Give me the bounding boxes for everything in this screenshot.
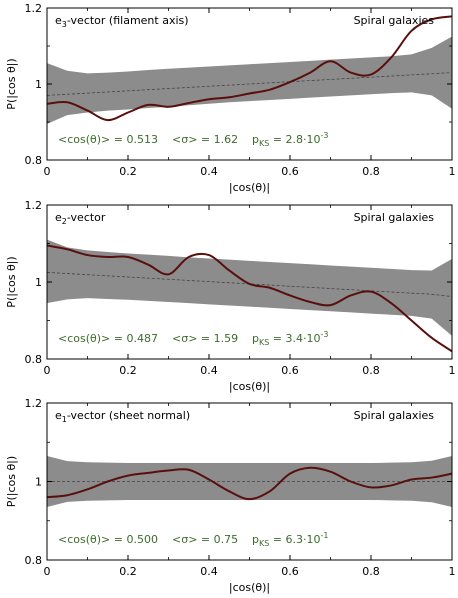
error-band bbox=[47, 36, 452, 124]
x-tick-label: 0.8 bbox=[362, 565, 380, 578]
stat-mean-cos: <cos(θ)> = 0.487 bbox=[58, 332, 158, 345]
y-tick-label: 0.8 bbox=[25, 154, 43, 167]
distribution-curve bbox=[47, 15, 452, 122]
y-tick-label: 1.2 bbox=[25, 397, 43, 410]
x-tick-label: 0.6 bbox=[281, 565, 299, 578]
x-tick-label: 0.8 bbox=[362, 165, 380, 178]
panel-2: 0 0.2 0.4 0.6 0.8 1 0.8 1 1.2 |cos(θ)| P(|cos θ|) e… bbox=[5, 199, 456, 393]
vector-label: e1-vector (sheet normal) bbox=[55, 409, 190, 424]
error-band bbox=[47, 239, 452, 336]
y-axis-label: P(|cos θ|) bbox=[5, 456, 18, 507]
x-tick-label: 0.6 bbox=[281, 165, 299, 178]
stat-mean-cos: <cos(θ)> = 0.513 bbox=[58, 133, 158, 146]
y-axis-label: P(|cos θ|) bbox=[5, 58, 18, 109]
vector-label: e3-vector (filament axis) bbox=[55, 14, 189, 29]
stat-sigma: <σ> = 0.75 bbox=[172, 533, 238, 546]
distribution-curve bbox=[47, 244, 452, 353]
x-tick-label: 1 bbox=[449, 364, 456, 377]
stat-sigma: <σ> = 1.62 bbox=[172, 133, 238, 146]
stat-p-ks: pKS = 2.8·10-3 bbox=[252, 131, 329, 148]
x-tick-label: 0.6 bbox=[281, 364, 299, 377]
panel-1: 0 0.2 0.4 0.6 0.8 1 0.8 1 1.2 |cos(θ)| P(|cos θ|) e… bbox=[5, 2, 456, 194]
x-axis-label: |cos(θ)| bbox=[229, 581, 270, 594]
y-tick-label: 1 bbox=[35, 78, 42, 91]
y-tick-label: 1.2 bbox=[25, 2, 43, 15]
y-tick-label: 1 bbox=[35, 476, 42, 489]
x-tick-label: 0 bbox=[44, 364, 51, 377]
y-tick-label: 0.8 bbox=[25, 554, 43, 567]
galaxy-type-label: Spiral galaxies bbox=[354, 211, 435, 224]
panel-3: 0 0.2 0.4 0.6 0.8 1 0.8 1 1.2 |cos(θ)| P(|cos θ|) e… bbox=[5, 397, 456, 594]
y-axis-label: P(|cos θ|) bbox=[5, 256, 18, 307]
galaxy-type-label: Spiral galaxies bbox=[354, 14, 435, 27]
x-tick-label: 0 bbox=[44, 165, 51, 178]
stat-mean-cos: <cos(θ)> = 0.500 bbox=[58, 533, 158, 546]
x-tick-label: 0 bbox=[44, 565, 51, 578]
x-axis-label: |cos(θ)| bbox=[229, 181, 270, 194]
x-axis-label: |cos(θ)| bbox=[229, 380, 270, 393]
vector-label: e2-vector bbox=[55, 211, 106, 226]
x-tick-label: 0.4 bbox=[200, 364, 218, 377]
stat-p-ks: pKS = 6.3·10-1 bbox=[252, 531, 329, 548]
x-tick-label: 0.2 bbox=[119, 165, 137, 178]
x-tick-label: 0.2 bbox=[119, 565, 137, 578]
y-tick-label: 0.8 bbox=[25, 353, 43, 366]
x-tick-label: 1 bbox=[449, 565, 456, 578]
galaxy-type-label: Spiral galaxies bbox=[354, 409, 435, 422]
x-tick-label: 1 bbox=[449, 165, 456, 178]
distribution-curve bbox=[47, 466, 452, 501]
mean-line bbox=[47, 72, 452, 96]
y-tick-label: 1.2 bbox=[25, 199, 43, 212]
x-tick-label: 0.2 bbox=[119, 364, 137, 377]
stat-p-ks: pKS = 3.4·10-3 bbox=[252, 330, 329, 347]
x-tick-label: 0.8 bbox=[362, 364, 380, 377]
stat-sigma: <σ> = 1.59 bbox=[172, 332, 238, 345]
x-tick-label: 0.4 bbox=[200, 165, 218, 178]
x-tick-label: 0.4 bbox=[200, 565, 218, 578]
y-tick-label: 1 bbox=[35, 276, 42, 289]
